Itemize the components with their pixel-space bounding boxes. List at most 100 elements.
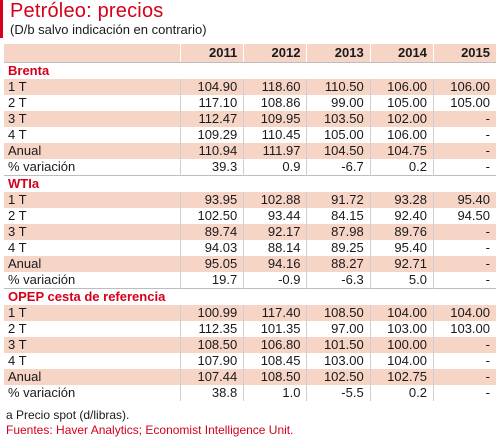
table-cell: 19.7 — [179, 272, 244, 289]
column-header: 2012 — [243, 44, 307, 63]
table-cell: 93.95 — [179, 192, 244, 208]
table-cell: 102.75 — [369, 369, 434, 385]
table-cell: 106.00 — [369, 127, 434, 143]
table-cell: 100.99 — [179, 305, 244, 321]
table-cell: 92.17 — [243, 224, 307, 240]
table-cell: 104.75 — [369, 143, 434, 159]
table-cell: 93.28 — [369, 192, 434, 208]
table-cell: 104.50 — [306, 143, 371, 159]
table-cell: 0.9 — [243, 159, 307, 176]
table-cell: 104.90 — [179, 79, 244, 95]
table-cell: 92.71 — [369, 256, 434, 272]
row-label: 1 T — [4, 79, 181, 95]
row-label: % variación — [8, 272, 76, 287]
table-cell: 89.25 — [306, 240, 371, 256]
column-header: 2014 — [369, 44, 434, 63]
table-cell: 100.00 — [369, 337, 434, 353]
table-cell: 95.40 — [432, 192, 496, 208]
row-label: % variación — [8, 385, 76, 400]
row-label: % variación — [8, 159, 76, 174]
footnote: a Precio spot (d/libras). — [6, 408, 130, 422]
table-cell: 95.40 — [369, 240, 434, 256]
table-row: 1 T 104.90 118.60 110.50 106.00 106.00 — [4, 79, 496, 95]
table-cell: 110.94 — [179, 143, 244, 159]
section-header-row: WTIa — [4, 175, 496, 192]
table-cell: 103.00 — [306, 353, 371, 369]
table-row: Anual 95.05 94.16 88.27 92.71- — [4, 256, 496, 272]
table-cell: 107.44 — [179, 369, 244, 385]
table-row: 1 T 93.95 102.88 91.72 93.28 95.40 — [4, 192, 496, 208]
table-cell: 89.74 — [179, 224, 244, 240]
table-cell: - — [432, 143, 496, 159]
table-row: % variación 39.3 0.9 -6.7 0.2- — [4, 159, 496, 176]
table-cell: 105.00 — [306, 127, 371, 143]
table-row: % variación 19.7 -0.9 -6.3 5.0- — [4, 272, 496, 289]
table-cell: 112.35 — [179, 321, 244, 337]
row-label: Anual — [4, 143, 181, 159]
table-cell: 104.00 — [369, 353, 434, 369]
table-cell: 108.50 — [243, 369, 307, 385]
table-cell: -0.9 — [243, 272, 307, 289]
table-cell: -5.5 — [306, 385, 371, 401]
row-label: 2 T — [8, 321, 27, 336]
table-cell: 103.00 — [369, 321, 434, 337]
table-cell: 38.8 — [179, 385, 244, 401]
table-cell: 103.50 — [306, 111, 371, 127]
table-cell: 102.50 — [179, 208, 244, 224]
table-cell: - — [432, 224, 496, 240]
table-cell: 102.50 — [306, 369, 371, 385]
column-header: 2013 — [306, 44, 371, 63]
table-cell: 87.98 — [306, 224, 371, 240]
table-cell: 103.00 — [432, 321, 496, 337]
table-cell: 88.14 — [243, 240, 307, 256]
table-cell: 104.00 — [432, 305, 496, 321]
table-cell: 117.10 — [179, 95, 244, 111]
table-row: 1 T 100.99 117.40 108.50 104.00 104.00 — [4, 305, 496, 321]
oil-price-table: 2011 2012 2013 2014 2015 Brenta 1 T 104.90… — [4, 44, 496, 401]
table-row: 2 T 117.10 108.86 99.00 105.00 105.00 — [4, 95, 496, 111]
table-cell: 102.00 — [369, 111, 434, 127]
row-label: Anual — [4, 256, 181, 272]
page-title: Petróleo: precios — [10, 0, 164, 22]
section-header-row: OPEP cesta de referencia — [4, 288, 496, 305]
table-row: 2 T 112.35 101.35 97.00 103.00 103.00 — [4, 321, 496, 337]
table-cell: 89.76 — [369, 224, 434, 240]
table-cell: - — [432, 272, 496, 289]
table-cell: 109.95 — [243, 111, 307, 127]
table-row: 3 T 108.50 106.80 101.50 100.00- — [4, 337, 496, 353]
table-cell: 102.88 — [243, 192, 307, 208]
notes: a Precio spot (d/libras). Fuentes: Haver… — [6, 408, 293, 438]
table-cell: - — [432, 337, 496, 353]
table-cell: - — [432, 111, 496, 127]
table-cell: 39.3 — [179, 159, 244, 176]
table-cell: 104.00 — [369, 305, 434, 321]
section-title: OPEP cesta de referencia — [4, 288, 496, 305]
row-label: 3 T — [4, 337, 181, 353]
table-cell: 105.00 — [432, 95, 496, 111]
page-subtitle: (D/b salvo indicación en contrario) — [10, 22, 207, 37]
table-row: % variación 38.8 1.0 -5.5 0.2- — [4, 385, 496, 401]
table-row: Anual 110.94 111.97 104.50 104.75- — [4, 143, 496, 159]
table-cell: 106.00 — [432, 79, 496, 95]
table-cell: 93.44 — [243, 208, 307, 224]
header-corner — [4, 44, 181, 63]
table-cell: 101.50 — [306, 337, 371, 353]
header-row: 2011 2012 2013 2014 2015 — [4, 44, 496, 63]
table-cell: 88.27 — [306, 256, 371, 272]
table-row: 4 T 94.03 88.14 89.25 95.40- — [4, 240, 496, 256]
table-cell: 106.00 — [369, 79, 434, 95]
table-cell: 0.2 — [369, 385, 434, 401]
table-cell: 97.00 — [306, 321, 371, 337]
table-cell: 106.80 — [243, 337, 307, 353]
table-cell: 92.40 — [369, 208, 434, 224]
row-label: 1 T — [4, 305, 181, 321]
table-cell: 110.50 — [306, 79, 371, 95]
table-cell: 5.0 — [369, 272, 434, 289]
row-label: 4 T — [8, 353, 27, 368]
table-cell: 0.2 — [369, 159, 434, 176]
row-label: 3 T — [4, 111, 181, 127]
row-label: 3 T — [4, 224, 181, 240]
table-cell: 109.29 — [179, 127, 244, 143]
table-cell: 84.15 — [306, 208, 371, 224]
